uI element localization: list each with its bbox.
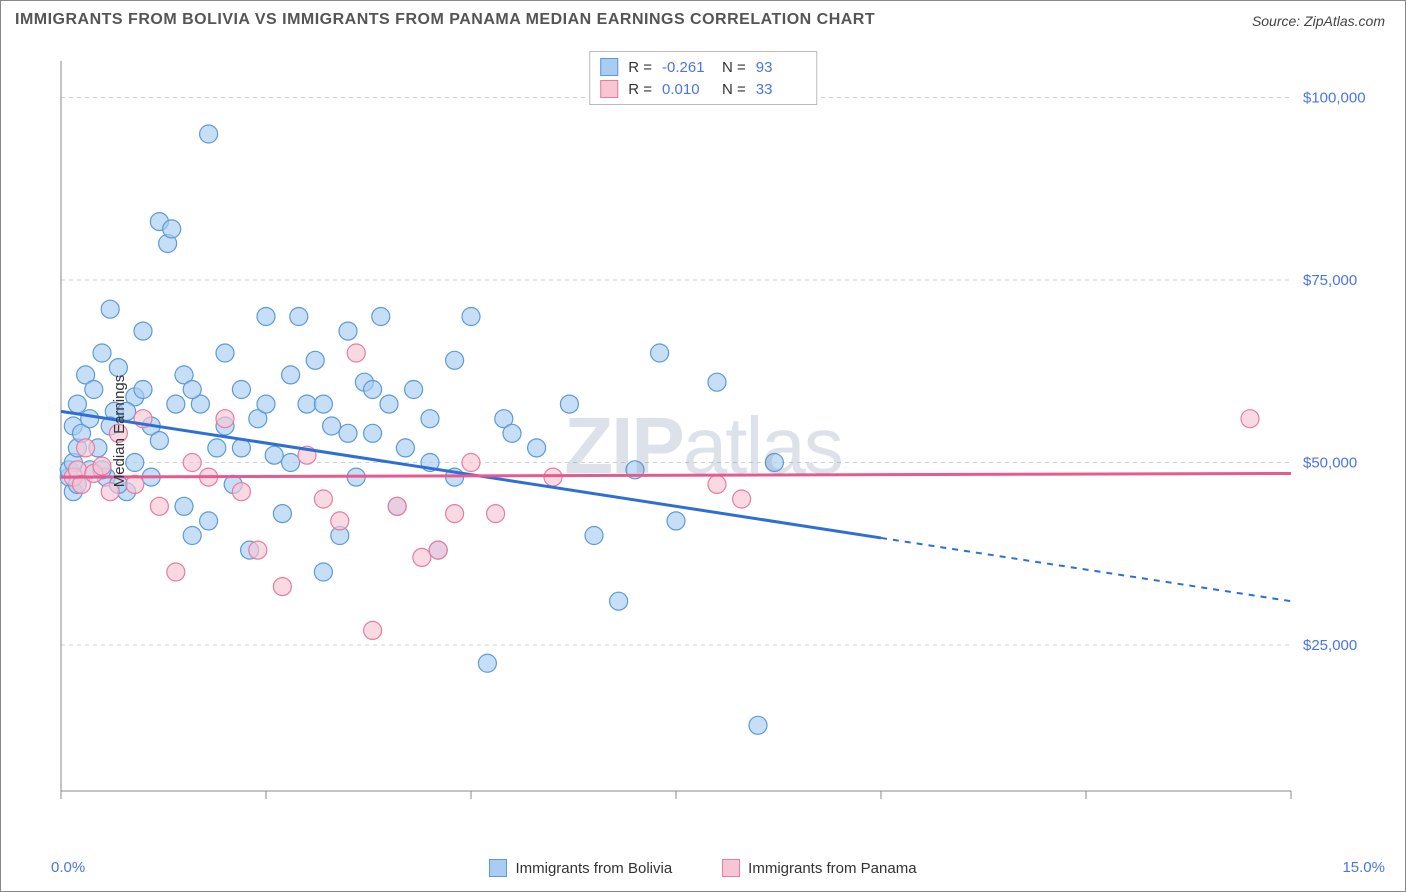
stat-label: R = [628, 81, 652, 98]
stat-label: N = [722, 81, 746, 98]
stat-r-value: 0.010 [662, 81, 712, 98]
legend-item: Immigrants from Bolivia [489, 859, 672, 877]
stat-label: R = [628, 59, 652, 76]
legend-item: Immigrants from Panama [722, 859, 916, 877]
x-tick-max: 15.0% [1342, 859, 1385, 876]
stat-row: R = 0.010 N = 33 [600, 78, 806, 100]
stat-row: R = -0.261 N = 93 [600, 56, 806, 78]
chart-title: IMMIGRANTS FROM BOLIVIA VS IMMIGRANTS FR… [15, 11, 875, 29]
legend-label: Immigrants from Bolivia [515, 860, 672, 877]
stat-label: N = [722, 59, 746, 76]
bottom-legend: 0.0% Immigrants from Bolivia Immigrants … [1, 859, 1405, 877]
swatch-series-0 [600, 58, 618, 76]
svg-text:$25,000: $25,000 [1303, 637, 1357, 654]
stat-n-value: 93 [756, 59, 806, 76]
stat-r-value: -0.261 [662, 59, 712, 76]
correlation-legend-box: R = -0.261 N = 93 R = 0.010 N = 33 [589, 51, 817, 105]
chart-container: IMMIGRANTS FROM BOLIVIA VS IMMIGRANTS FR… [0, 0, 1406, 892]
stat-n-value: 33 [756, 81, 806, 98]
svg-text:$75,000: $75,000 [1303, 272, 1357, 289]
source-attribution: Source: ZipAtlas.com [1252, 13, 1385, 29]
swatch-series-1 [600, 80, 618, 98]
x-tick-min: 0.0% [51, 859, 85, 876]
svg-text:$100,000: $100,000 [1303, 90, 1366, 107]
svg-text:$50,000: $50,000 [1303, 455, 1357, 472]
scatter-chart: $25,000 $50,000 $75,000 $100,000 [51, 51, 1391, 811]
plot-area: Median Earnings $25,000 $50,000 $75,000 $10… [51, 51, 1391, 811]
legend-label: Immigrants from Panama [748, 860, 916, 877]
swatch-series-1 [722, 859, 740, 877]
y-axis-label: Median Earnings [111, 375, 128, 488]
swatch-series-0 [489, 859, 507, 877]
